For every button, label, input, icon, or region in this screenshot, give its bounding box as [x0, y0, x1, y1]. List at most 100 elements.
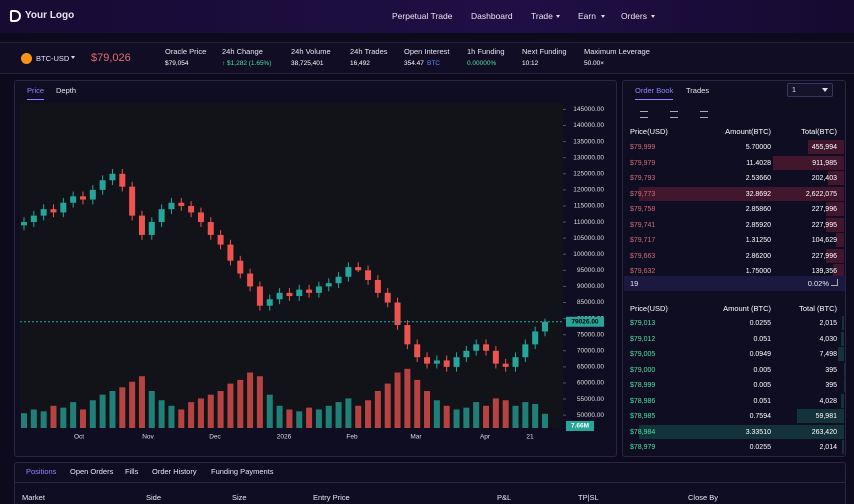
nav-link[interactable]: Trade	[531, 11, 553, 21]
y-tick-label: 50000.00	[577, 412, 604, 419]
depth-bar	[772, 155, 844, 170]
candle-body	[374, 279, 381, 293]
volume-bar	[99, 394, 106, 428]
candle-body	[30, 215, 37, 223]
ob-cell: 2.53660	[745, 175, 771, 182]
x-tick-label: Nov	[142, 434, 154, 441]
positions-tab[interactable]: Fills	[125, 467, 139, 476]
ob-cell: 227,995	[811, 221, 837, 229]
nav-link[interactable]: Perpetual Trade	[392, 11, 453, 21]
ob-cell: 263,420	[811, 428, 837, 436]
column-header: Entry Price	[313, 493, 350, 502]
depth-select-box[interactable]	[787, 83, 833, 97]
chart-tab[interactable]: Price	[27, 87, 45, 100]
ob-cell: 0.0255	[749, 444, 771, 451]
volume-bar	[207, 394, 214, 428]
volume-bar	[266, 394, 273, 428]
stat-value: 10:12	[522, 60, 539, 67]
stat-unit: BTC	[427, 60, 440, 67]
candle-body	[414, 344, 421, 358]
positions-tab[interactable]: Order History	[152, 467, 197, 476]
ob-cell: Amount(BTC)	[725, 127, 771, 136]
candle-body	[542, 321, 548, 332]
ob-view-icon[interactable]	[700, 111, 708, 118]
candle-body	[266, 299, 273, 306]
stat-label: 24h Trades	[350, 47, 388, 56]
order-book-panel	[622, 80, 846, 457]
column-header: Size	[232, 493, 247, 502]
positions-divider	[14, 482, 846, 483]
ob-cell: $79,999	[630, 144, 656, 151]
ob-cell: 3.33510	[745, 428, 771, 436]
volume-bar	[325, 405, 332, 428]
column-header: TP|SL	[578, 493, 599, 502]
candle-body	[483, 344, 490, 351]
ob-cell: 1.31250	[745, 237, 771, 244]
stat-value: 50.00×	[584, 60, 605, 67]
candle-body	[227, 244, 234, 261]
positions-tab[interactable]: Funding Payments	[211, 467, 274, 476]
y-tick-label: 135000.00	[573, 138, 604, 145]
positions-tab[interactable]: Positions	[26, 468, 57, 483]
signal-icon	[831, 279, 838, 286]
candle-body	[463, 350, 470, 358]
stat-value: 354.47	[404, 60, 424, 67]
ob-cell: 2.85920	[745, 221, 771, 229]
candle-body	[365, 270, 372, 280]
ob-tab[interactable]: Trades	[686, 86, 710, 95]
ob-tab[interactable]: Order Book	[635, 87, 674, 100]
ob-cell: Price(USD)	[630, 127, 668, 136]
logo[interactable]: Your Logo	[25, 10, 75, 21]
candle-body	[522, 344, 529, 358]
ob-cell: $79,741	[630, 221, 656, 229]
candle-body	[394, 302, 401, 326]
chart-tab[interactable]: Depth	[56, 86, 77, 95]
candle-body	[237, 260, 244, 274]
x-tick-label: Feb	[346, 434, 358, 441]
y-tick-label: 55000.00	[577, 396, 604, 403]
volume-bar	[129, 381, 136, 428]
volume-bar	[492, 398, 499, 428]
positions-tab[interactable]: Open Orders	[70, 467, 114, 476]
volume-bar	[158, 400, 165, 428]
depth-bar	[639, 424, 844, 439]
candle-body	[89, 189, 96, 200]
volume-bar	[532, 403, 539, 428]
candle-body	[256, 286, 263, 306]
volume-bar	[473, 402, 480, 428]
volume-bar	[89, 400, 96, 428]
nav-caret	[601, 15, 605, 18]
candle-body	[40, 209, 47, 216]
candle-body	[424, 357, 431, 364]
nav-link[interactable]: Dashboard	[471, 11, 513, 21]
candle-body	[502, 363, 509, 367]
volume-bar	[109, 391, 116, 428]
ob-cell: $79,663	[630, 252, 656, 260]
y-tick-label: 65000.00	[577, 364, 604, 371]
candle-body	[325, 283, 332, 287]
ob-cell: 4,028	[819, 397, 837, 405]
y-tick-label: 85000.00	[577, 299, 604, 306]
stat-value: $79,054	[165, 60, 189, 67]
nav-link[interactable]: Earn	[578, 11, 596, 21]
candle-body	[345, 267, 352, 277]
candle-body	[335, 276, 342, 284]
depth-select[interactable]: 1	[792, 87, 796, 94]
y-tick-label: 70000.00	[577, 347, 604, 354]
x-tick-label: Mar	[410, 434, 422, 441]
volume-bar	[227, 383, 234, 428]
volume-bar	[335, 402, 342, 428]
ob-view-icon[interactable]	[640, 111, 648, 118]
candle-body	[276, 292, 283, 300]
candle-body	[50, 209, 57, 213]
volume-bar	[424, 391, 431, 428]
volume-bar	[355, 405, 362, 428]
stat-label: Maximum Leverage	[584, 47, 650, 56]
ob-view-icon[interactable]	[670, 111, 678, 118]
nav-link[interactable]: Orders	[621, 11, 647, 21]
volume-bar	[384, 383, 391, 428]
last-price-label: 79026.00	[571, 318, 598, 325]
market-select[interactable]: BTC-USD	[36, 54, 70, 63]
